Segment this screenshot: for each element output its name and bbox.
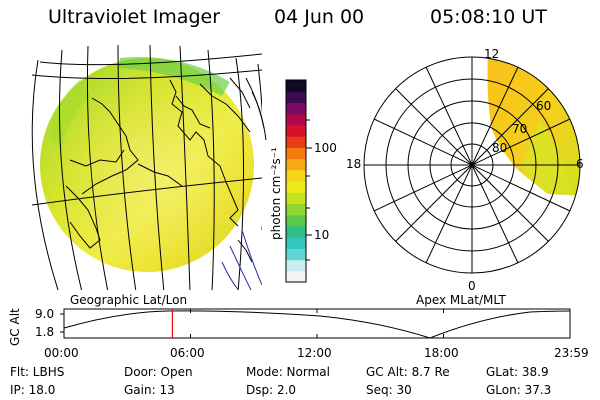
geo-grid xyxy=(31,45,262,290)
date-label: 04 Jun 00 xyxy=(274,6,365,28)
info-glat: GLat: 38.9 xyxy=(486,365,549,379)
colorbar-segment xyxy=(286,136,306,148)
info-seq: Seq: 30 xyxy=(366,383,412,397)
colorbar-segment xyxy=(286,102,306,115)
info-mode: Mode: Normal xyxy=(246,365,330,379)
mlt-label-18: 18 xyxy=(346,157,361,171)
alt-x-tick-0000: 00:00 xyxy=(44,346,79,360)
colorbar-segment xyxy=(286,181,306,193)
colorbar-segment xyxy=(286,192,306,205)
colorbar-segment xyxy=(286,113,306,126)
colorbar-segment xyxy=(286,80,306,92)
info-gc-alt: GC Alt: 8.7 Re xyxy=(366,365,450,379)
colorbar-segment xyxy=(286,237,306,249)
alt-y-tick-1-8: 1.8 xyxy=(35,325,54,339)
title: Ultraviolet Imager xyxy=(48,6,221,28)
colorbar-segment xyxy=(286,91,306,104)
polar-emission-region xyxy=(487,57,580,196)
info-door: Door: Open xyxy=(124,365,193,379)
info-dsp: Dsp: 2.0 xyxy=(246,383,296,397)
colorbar-segment xyxy=(286,270,306,283)
alt-x-tick-2359: 23:59 xyxy=(554,346,589,360)
mlt-label-0: 0 xyxy=(468,279,476,293)
coastlines xyxy=(65,77,253,263)
mlat-label-80: 80 xyxy=(492,141,507,155)
alt-curve xyxy=(63,310,571,339)
colorbar-segment xyxy=(286,158,306,171)
time-label: 05:08:10 UT xyxy=(430,6,547,28)
colorbar-frame xyxy=(285,79,307,283)
alt-x-tick-0600: 06:00 xyxy=(170,346,205,360)
geo-panel-label: Geographic Lat/Lon xyxy=(70,293,187,307)
alt-plot-frame xyxy=(63,308,571,339)
alt-y-ticks xyxy=(60,313,64,333)
colorbar-segment xyxy=(286,124,306,137)
mlat-label-60: 60 xyxy=(536,99,551,113)
alt-x-ticks xyxy=(63,309,571,338)
info-glon: GLon: 37.3 xyxy=(486,383,551,397)
info-ip: IP: 18.0 xyxy=(10,383,55,397)
colorbar-segment xyxy=(286,225,306,238)
colorbar-segment xyxy=(286,203,306,216)
alt-x-tick-1800: 18:00 xyxy=(424,346,459,360)
colorbar-segment xyxy=(286,169,306,182)
colorbar-unit-label: photon cm⁻²s⁻¹ xyxy=(269,147,283,240)
info-gain: Gain: 13 xyxy=(124,383,175,397)
polar-grid xyxy=(363,56,581,274)
colorbar-tick-10: 10 xyxy=(314,228,329,242)
polar-panel-label: Apex MLat/MLT xyxy=(416,293,506,307)
colorbar xyxy=(285,79,307,283)
colorbar-segment xyxy=(286,259,306,272)
mlt-label-6: 6 xyxy=(576,157,584,171)
colorbar-segment xyxy=(286,214,306,227)
alt-x-tick-1200: 12:00 xyxy=(297,346,332,360)
mlt-label-12: 12 xyxy=(484,47,499,61)
colorbar-ticks xyxy=(306,119,312,261)
alt-axis-label: GC Alt xyxy=(8,308,22,346)
colorbar-segment xyxy=(286,147,306,160)
alt-y-tick-9: 9.0 xyxy=(35,307,54,321)
info-flt: Flt: LBHS xyxy=(10,365,64,379)
geo-map xyxy=(31,45,262,290)
colorbar-tick-100: 100 xyxy=(314,141,337,155)
colorbar-segment xyxy=(286,248,306,261)
mlat-label-70: 70 xyxy=(512,122,527,136)
geo-outer-lines xyxy=(221,229,262,290)
polar-map xyxy=(487,57,580,196)
